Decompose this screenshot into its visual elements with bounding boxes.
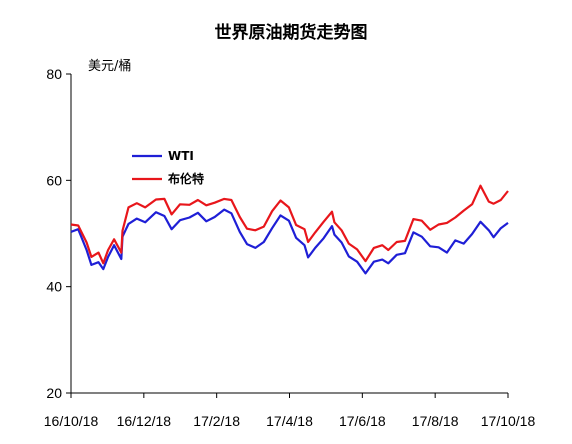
x-tick-label: 16/12/18 (117, 413, 172, 429)
x-axis-ticks: 16/10/18 16/12/18 17/2/18 17/4/18 17/6/18 17/… (44, 393, 536, 429)
series-line-0 (70, 208, 509, 275)
x-tick-label: 17/4/18 (266, 413, 313, 429)
axes (70, 74, 508, 394)
x-tick-label: 16/10/18 (44, 413, 99, 429)
y-tick-label: 20 (46, 385, 62, 401)
legend-label-1: 布伦特 (168, 171, 204, 186)
legend-label-0: WTI (168, 149, 194, 163)
x-tick-label: 17/6/18 (339, 413, 386, 429)
chart-title: 世界原油期货走势图 (215, 22, 368, 43)
x-tick-label: 17/10/18 (481, 413, 536, 429)
x-tick-label: 17/8/18 (412, 413, 459, 429)
y-tick-label: 60 (46, 172, 62, 188)
series-layer (70, 184, 509, 275)
x-tick-label: 17/2/18 (193, 413, 240, 429)
legend: WTI 布伦特 (132, 149, 204, 186)
y-tick-label: 40 (46, 279, 62, 295)
y-axis-ticks: 20 40 60 80 (46, 66, 71, 401)
y-tick-label: 80 (46, 66, 62, 82)
y-axis-unit-label: 美元/桶 (88, 59, 131, 74)
series-line-1 (70, 184, 509, 265)
